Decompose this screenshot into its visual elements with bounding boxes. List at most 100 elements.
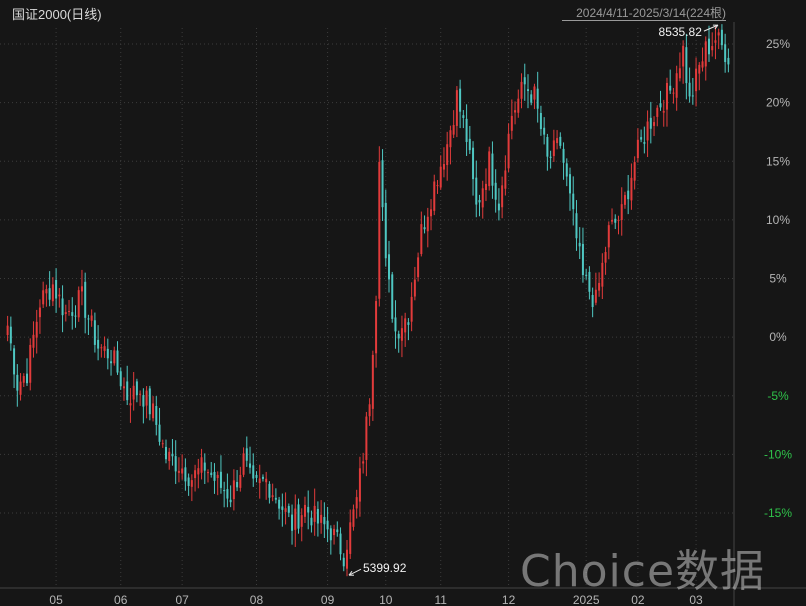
candle — [87, 314, 90, 335]
candle — [665, 77, 668, 127]
high-pointer — [703, 24, 719, 32]
candle — [607, 221, 610, 260]
candle — [378, 146, 381, 307]
candle — [249, 446, 252, 474]
candle — [161, 439, 164, 448]
candle — [526, 74, 529, 109]
candle — [368, 398, 371, 426]
candle — [646, 110, 649, 158]
candle — [391, 271, 394, 323]
y-tick-label: 25% — [766, 37, 790, 51]
candle — [213, 463, 216, 494]
candle — [491, 141, 494, 199]
candles — [6, 24, 730, 577]
candle — [484, 168, 487, 202]
candle — [604, 246, 607, 275]
candle — [452, 110, 455, 139]
candle — [695, 57, 698, 107]
candle — [342, 553, 345, 572]
candle — [19, 373, 22, 401]
date-range-label[interactable]: 2024/4/11-2025/3/14(224根) — [576, 6, 726, 20]
candle — [678, 52, 681, 82]
x-tick-label: 06 — [114, 593, 128, 606]
candle — [116, 341, 119, 375]
candle — [139, 390, 142, 406]
candle — [181, 454, 184, 480]
candle — [113, 346, 116, 366]
x-tick-label: 2025 — [573, 593, 600, 606]
candle — [194, 464, 197, 492]
candle — [691, 77, 694, 105]
candle — [210, 461, 213, 478]
candle — [307, 490, 310, 530]
candle — [80, 269, 83, 306]
candle — [423, 215, 426, 234]
candle — [203, 453, 206, 485]
candle — [510, 99, 513, 140]
candle — [397, 330, 400, 353]
candle — [333, 524, 336, 545]
candle — [97, 325, 100, 361]
candle — [303, 496, 306, 523]
candle — [265, 471, 268, 500]
candle — [439, 155, 442, 190]
y-tick-label: 5% — [769, 272, 787, 286]
candle — [51, 277, 54, 307]
candle — [13, 345, 16, 389]
candle — [320, 500, 323, 534]
candle — [271, 483, 274, 502]
candle — [32, 321, 35, 358]
candle — [581, 227, 584, 283]
candle — [501, 176, 504, 219]
candle — [190, 474, 193, 502]
candle — [536, 71, 539, 123]
candle — [326, 506, 329, 543]
y-tick-label: 15% — [766, 154, 790, 168]
candle — [711, 32, 714, 57]
chart-title: 国证2000(日线) — [12, 7, 102, 22]
low-pointer — [348, 568, 362, 576]
candle — [410, 282, 413, 332]
candle — [135, 378, 138, 403]
candle — [168, 447, 171, 470]
candle — [413, 266, 416, 301]
candle — [84, 272, 87, 334]
candle — [174, 440, 177, 484]
candle — [430, 199, 433, 231]
x-tick-label: 09 — [321, 593, 335, 606]
candle — [313, 488, 316, 536]
candle — [355, 489, 358, 519]
candle — [549, 150, 552, 169]
candle — [148, 385, 151, 421]
candle — [388, 240, 391, 293]
candle — [472, 141, 475, 196]
candle — [420, 211, 423, 257]
candle — [569, 167, 572, 211]
y-tick-label: 0% — [769, 330, 787, 344]
candle — [110, 350, 113, 376]
x-tick-label: 10 — [379, 593, 393, 606]
candle — [556, 130, 559, 150]
candle — [520, 73, 523, 109]
candle — [630, 163, 633, 210]
candle — [336, 521, 339, 537]
candle — [284, 492, 287, 525]
candle — [187, 473, 190, 496]
low-value-label: 5399.92 — [363, 561, 407, 575]
candle — [704, 36, 707, 81]
candle — [362, 452, 365, 474]
candle — [578, 227, 581, 260]
candle — [400, 315, 403, 358]
candle — [640, 129, 643, 143]
candle — [591, 287, 594, 318]
candle — [433, 174, 436, 216]
candle — [142, 388, 145, 424]
candle — [575, 200, 578, 251]
candle — [90, 309, 93, 327]
y-tick-label: -15% — [764, 506, 792, 520]
candle — [662, 99, 665, 127]
candle — [219, 455, 222, 494]
candle — [68, 299, 71, 316]
candle — [497, 188, 500, 221]
